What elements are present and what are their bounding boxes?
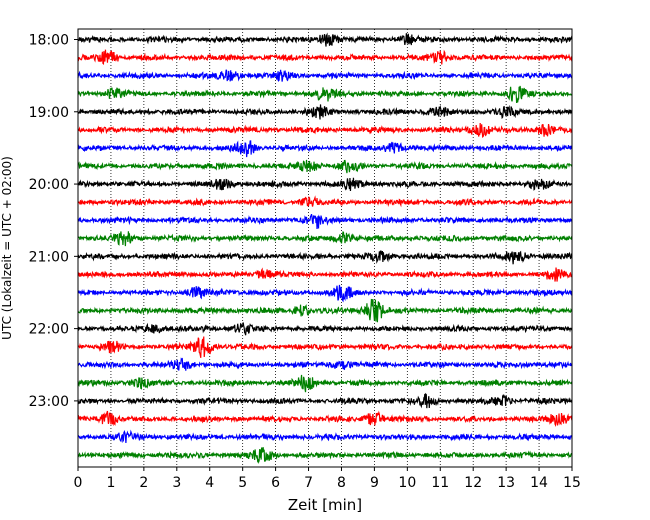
trace-2030 <box>77 213 573 229</box>
x-axis: 0 1 2 3 4 5 6 7 8 9 10 11 12 13 14 15 <box>74 467 581 491</box>
trace-2045 <box>77 231 573 247</box>
x-tick-label-12: 12 <box>464 475 482 491</box>
trace-1930 <box>77 140 573 158</box>
trace-1830 <box>77 69 573 83</box>
trace-1900 <box>77 104 573 120</box>
x-tick-label-9: 9 <box>370 475 379 491</box>
x-tick-label-14: 14 <box>530 475 548 491</box>
trace-1915 <box>77 123 573 139</box>
trace-2330 <box>77 429 573 444</box>
trace-2130 <box>77 284 573 303</box>
x-tick-label-2: 2 <box>139 475 148 491</box>
x-tick-label-0: 0 <box>74 475 83 491</box>
x-tick-label-7: 7 <box>304 475 313 491</box>
trace-1815 <box>77 49 573 65</box>
y-axis: 18:00 19:00 20:00 21:00 22:00 23:00 <box>29 33 78 410</box>
y-axis-title: UTC (Lokalzeit = UTC + 02:00) <box>0 156 14 340</box>
trace-1945 <box>77 159 573 174</box>
x-tick-label-15: 15 <box>563 475 581 491</box>
x-tick-label-5: 5 <box>238 475 247 491</box>
trace-2245 <box>77 374 573 393</box>
trace-1845 <box>77 85 573 104</box>
x-tick-label-6: 6 <box>271 475 280 491</box>
trace-2315 <box>77 410 573 428</box>
x-tick-label-13: 13 <box>497 475 515 491</box>
y-tick-label-5: 23:00 <box>29 394 69 410</box>
trace-2115 <box>77 267 573 282</box>
x-tick-label-8: 8 <box>337 475 346 491</box>
trace-layer <box>77 32 573 464</box>
y-tick-label-3: 21:00 <box>29 249 69 265</box>
x-axis-title: Zeit [min] <box>288 496 362 514</box>
trace-2300 <box>77 392 573 409</box>
y-tick-label-1: 19:00 <box>29 105 69 121</box>
plot-frame <box>77 28 573 468</box>
x-tick-label-10: 10 <box>398 475 416 491</box>
x-tick-label-1: 1 <box>106 475 115 491</box>
trace-2145 <box>77 298 573 323</box>
trace-2000 <box>77 177 573 192</box>
x-tick-label-4: 4 <box>205 475 214 491</box>
trace-2100 <box>77 250 573 265</box>
y-tick-label-2: 20:00 <box>29 177 69 193</box>
x-tick-label-11: 11 <box>431 475 449 491</box>
trace-2015 <box>77 195 573 208</box>
y-tick-label-4: 22:00 <box>29 322 69 338</box>
trace-1800 <box>77 32 573 47</box>
y-tick-label-0: 18:00 <box>29 33 69 49</box>
trace-2230 <box>77 357 573 371</box>
trace-2215 <box>77 336 573 358</box>
x-tick-label-3: 3 <box>172 475 181 491</box>
trace-2345 <box>77 447 573 464</box>
trace-2200 <box>77 322 573 336</box>
